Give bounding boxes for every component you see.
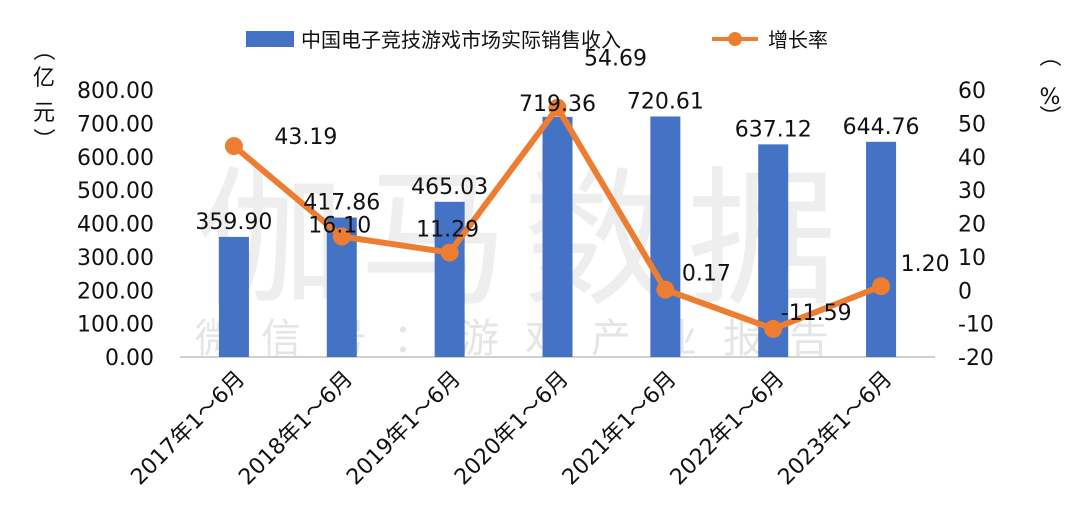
right-axis-tick-label: -20 (958, 346, 994, 371)
legend-line-marker (728, 32, 742, 46)
left-axis-tick-label: 200.00 (77, 279, 154, 304)
left-axis-tick-label: 800.00 (77, 79, 154, 104)
right-axis-tick-label: 0 (958, 279, 972, 304)
x-axis: 2017年1～6月2018年1～6月2019年1～6月2020年1～6月2021… (126, 367, 897, 491)
left-axis-tick-label: 600.00 (77, 146, 154, 171)
watermark-text: 伽马数据 (195, 154, 851, 328)
line-data-label: 54.69 (584, 47, 647, 72)
legend-bar-label: 中国电子竞技游戏市场实际销售收入 (301, 28, 621, 52)
legend: 中国电子竞技游戏市场实际销售收入 增长率 (246, 28, 828, 52)
right-axis: -20 -10 0 10 20 30 40 50 60 (958, 79, 994, 371)
left-axis-tick-label: 500.00 (77, 179, 154, 204)
x-axis-tick-label: 2017年1～6月 (126, 367, 250, 491)
bar-data-label: 719.36 (519, 92, 596, 117)
bar-data-labels: 359.90 417.86 465.03 719.36 720.61 637.12 644.… (195, 89, 919, 234)
left-axis: 0.00 100.00 200.00 300.00 400.00 500.00 600.00… (77, 79, 154, 371)
bar (866, 141, 897, 357)
line-data-label: 0.17 (682, 262, 731, 287)
bar (434, 201, 465, 357)
line-point (764, 319, 783, 338)
legend-bar-swatch (246, 31, 294, 47)
line-data-label: 16.10 (308, 214, 371, 239)
line-data-label: 43.19 (274, 125, 337, 150)
line-data-label: 11.29 (416, 218, 479, 243)
left-axis-tick-label: 700.00 (77, 112, 154, 137)
line-point (332, 227, 351, 246)
x-axis-tick-label: 2021年1～6月 (558, 367, 682, 491)
right-axis-title-char: ） (1036, 105, 1061, 127)
left-axis-tick-label: 0.00 (105, 346, 154, 371)
right-axis-title-char: % (1040, 85, 1061, 110)
line-point (224, 137, 243, 156)
watermark-subtext: 微信号：游戏产业报告 (195, 316, 855, 362)
left-axis-title-char: ） (30, 128, 55, 150)
line-series (224, 98, 891, 338)
left-axis-title-char: 元 (33, 101, 55, 126)
line-point (440, 243, 459, 262)
x-axis-tick-label: 2022年1～6月 (666, 367, 790, 491)
left-axis-tick-label: 400.00 (77, 213, 154, 238)
bar-data-label: 417.86 (303, 191, 380, 216)
right-axis-tick-label: 40 (958, 146, 986, 171)
left-axis-tick-label: 300.00 (77, 246, 154, 271)
left-axis-tick-label: 100.00 (77, 313, 154, 338)
line-data-label: -11.59 (781, 301, 852, 326)
x-axis-tick-label: 2020年1～6月 (450, 367, 574, 491)
legend-line-label: 增长率 (768, 28, 828, 52)
bar (542, 116, 573, 357)
x-axis-tick-label: 2019年1～6月 (342, 367, 466, 491)
bar-data-label: 720.61 (627, 89, 704, 114)
line-data-labels: 43.19 16.10 11.29 54.69 0.17 -11.59 1.20 (274, 47, 949, 326)
bar-data-label: 644.76 (843, 115, 920, 140)
bar-series (218, 116, 897, 357)
left-axis-title: （ 亿元） (30, 39, 55, 150)
x-axis-tick-label: 2023年1～6月 (774, 367, 898, 491)
bar-data-label: 637.12 (735, 117, 812, 142)
right-axis-title: （%） (1036, 45, 1061, 127)
right-axis-title-char: （ (1036, 45, 1061, 67)
bar (650, 116, 681, 357)
left-axis-title-char: 亿 (33, 66, 55, 91)
line-point (548, 98, 567, 117)
right-axis-tick-label: 50 (958, 112, 986, 137)
right-axis-tick-label: 30 (958, 179, 986, 204)
right-axis-tick-label: 10 (958, 246, 986, 271)
bar (218, 236, 249, 357)
right-axis-tick-label: 60 (958, 79, 986, 104)
bar-data-label: 359.90 (195, 210, 272, 235)
x-axis-tick-label: 2018年1～6月 (234, 367, 358, 491)
left-axis-title-char: （ (30, 39, 55, 61)
line-data-label: 1.20 (901, 252, 950, 277)
line-point (872, 277, 891, 296)
line-point (656, 280, 675, 299)
right-axis-tick-label: 20 (958, 213, 986, 238)
right-axis-tick-label: -10 (958, 313, 994, 338)
bar-data-label: 465.03 (411, 175, 488, 200)
